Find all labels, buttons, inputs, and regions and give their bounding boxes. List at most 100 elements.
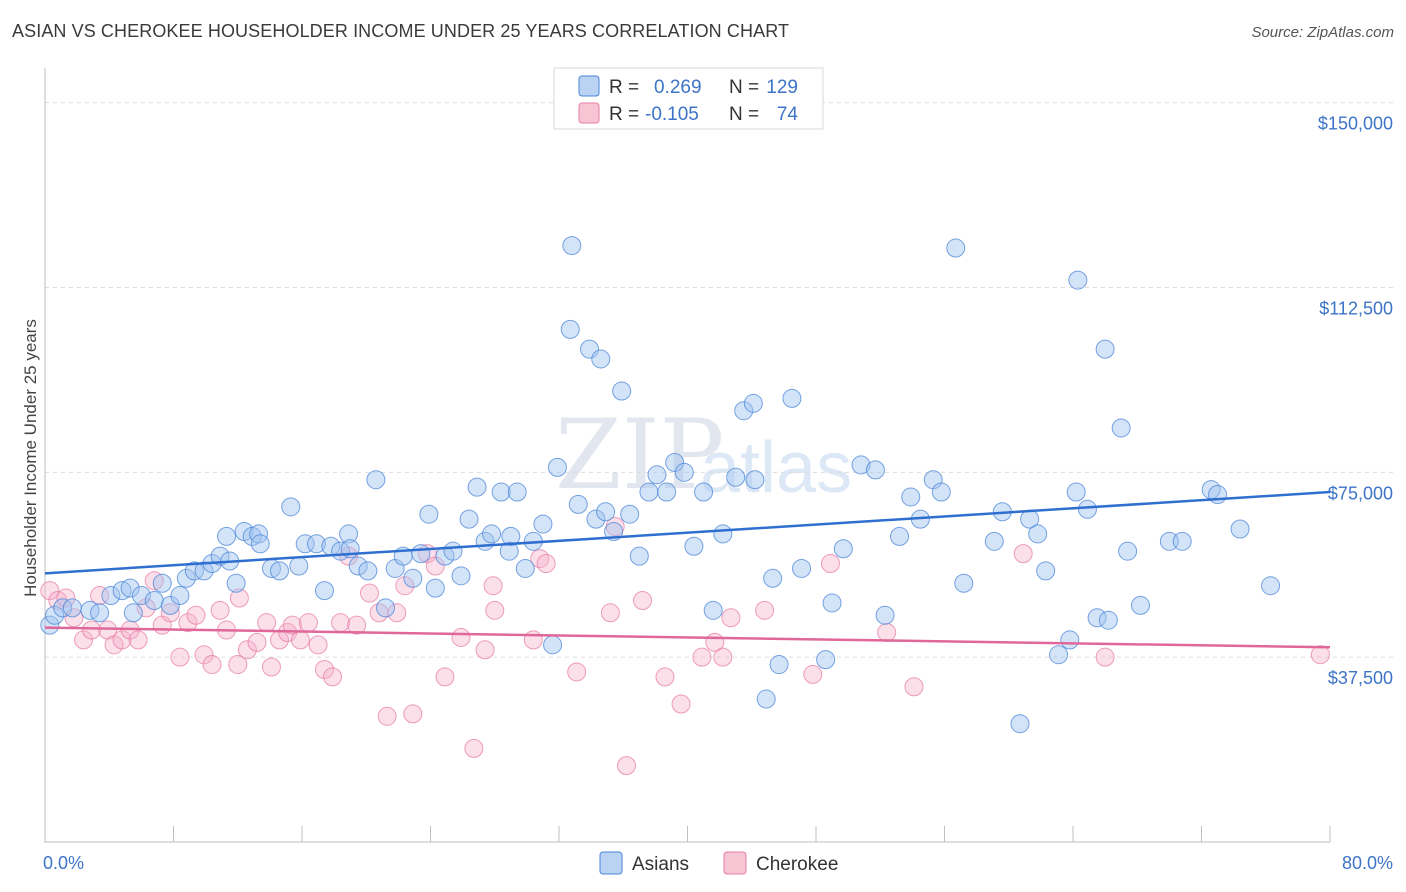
asians-point [1111,418,1131,438]
cherokee-point [692,647,712,667]
cherokee-points [40,517,1330,776]
asians-point [684,536,704,556]
asians-point [45,605,65,625]
asians-point [306,534,326,554]
asians-point [1068,270,1088,290]
asians-point [822,593,842,613]
cherokee-point [904,677,924,697]
asians-point [865,460,885,480]
legend-bottom: Asians Cherokee [599,851,838,875]
cherokee-point [247,632,267,652]
asians-point [901,487,921,507]
cherokee-point [112,630,132,650]
cherokee-point [323,667,343,687]
chart-source: Source: ZipAtlas.com [1251,24,1394,41]
asians-point [1077,499,1097,519]
asians-point [560,319,580,339]
cherokee-point [451,627,471,647]
cherokee-point [721,608,741,628]
asians-point [101,586,121,606]
asians-point [533,514,553,534]
cherokee-point [403,704,423,724]
asians-point [931,482,951,502]
asians-point [782,388,802,408]
asians-point [507,482,527,502]
cherokee-point [483,576,503,596]
cherokee-point [1310,645,1330,665]
legend-r-value: 0.269 [654,77,702,98]
asians-point [612,381,632,401]
asians-point [152,573,172,593]
cherokee-point [1013,544,1033,564]
asians-point [270,561,290,581]
asians-point [1066,482,1086,502]
asians-point [366,470,386,490]
asians-point [443,541,463,561]
asians-point [194,561,214,581]
legend-swatch-cherokee [578,102,600,124]
asians-point [1261,576,1281,596]
cherokee-point [160,603,180,623]
asians-point [112,581,132,601]
asians-point [851,455,871,475]
cherokee-point [485,600,505,620]
cherokee-point [229,588,249,608]
asians-point [425,578,445,598]
cherokee-point [359,583,379,603]
cherokee-point [395,576,415,596]
cherokee-point [616,756,636,776]
legend-n-value: 74 [777,104,799,125]
legend-top: R = 0.269 N = 129 R = -0.105 N = 74 [553,67,824,130]
asians-point [170,586,190,606]
trend-lines [44,490,1331,649]
cherokee-point [40,581,60,601]
asians-point [53,598,73,618]
asians-point [1028,524,1048,544]
asians-point [674,462,694,482]
cherokee-point [475,640,495,660]
legend-bottom-label-asians: Asians [632,854,689,875]
y-tick-labels: $37,500 $75,000 $112,500 $150,000 [1318,114,1393,689]
asians-point [665,452,685,472]
cherokee-point [536,554,556,574]
legend-n-label: N = [729,104,759,125]
asians-point [144,590,164,610]
asians-point [726,467,746,487]
cherokee-point [282,615,302,635]
cherokee-point [144,571,164,591]
cherokee-point [261,657,281,677]
asians-point [184,561,204,581]
asians-point [657,482,677,502]
cherokee-point [347,615,367,635]
asians-point [467,477,487,497]
grid-lines [45,102,1393,658]
asians-point [713,524,733,544]
asians-point [769,655,789,675]
asians-point [515,558,535,578]
cherokee-point [257,613,277,633]
asians-point [348,556,368,576]
cherokee-point [194,645,214,665]
asians-point [210,546,230,566]
asians-point [816,650,836,670]
asians-point [281,497,301,517]
asians-point [411,544,431,564]
cherokee-point [820,554,840,574]
asians-trend-line [44,490,1331,575]
asians-point [1118,541,1138,561]
cherokee-point [600,603,620,623]
legend-swatch-asians [578,75,600,97]
cherokee-point [1095,647,1115,667]
cherokee-point [755,600,775,620]
asians-point [123,603,143,623]
legend-bottom-swatch-asians [599,851,623,875]
cherokee-point [567,662,587,682]
cherokee-point [877,623,897,643]
cherokee-point [530,549,550,569]
x-tick-label-min: 0.0% [43,853,84,873]
asians-point [694,482,714,502]
cherokee-point [237,640,257,660]
cherokee-point [228,655,248,675]
cherokee-point [387,603,407,623]
